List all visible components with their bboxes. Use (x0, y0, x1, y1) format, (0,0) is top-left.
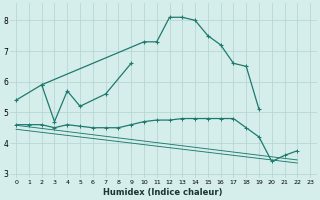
X-axis label: Humidex (Indice chaleur): Humidex (Indice chaleur) (103, 188, 223, 197)
